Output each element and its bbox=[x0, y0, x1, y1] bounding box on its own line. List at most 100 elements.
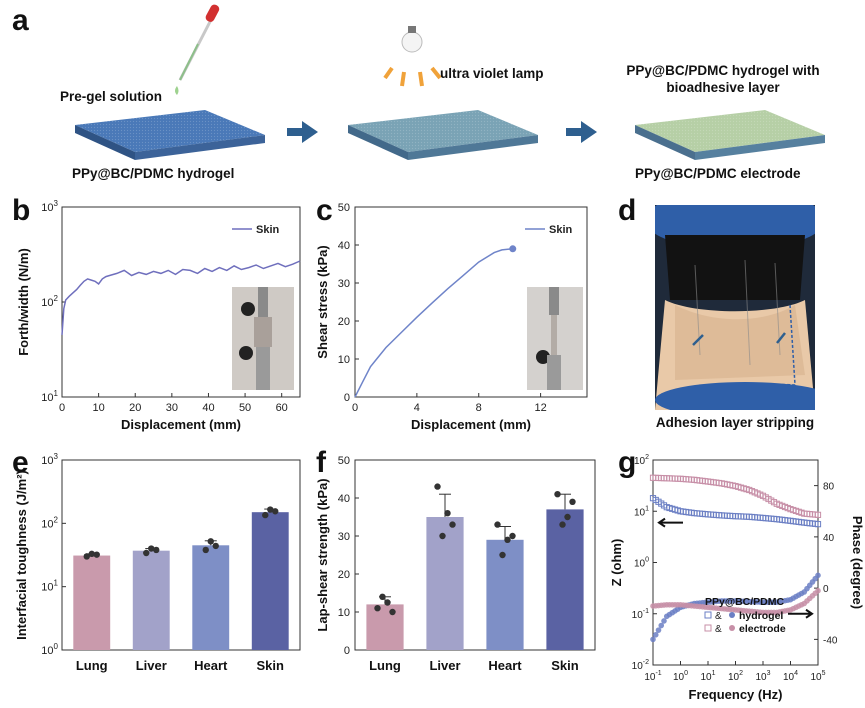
y-tick-label: 100 bbox=[41, 642, 58, 657]
data-point bbox=[504, 536, 511, 543]
plot-frame bbox=[61, 459, 301, 651]
y-tick-label-exp: -2 bbox=[643, 659, 649, 666]
x-tick-label: 0 bbox=[352, 402, 358, 414]
arrow-right-icon bbox=[788, 608, 814, 619]
panel-d-caption: Adhesion layer stripping bbox=[655, 415, 815, 430]
panel-letter-f: f bbox=[316, 446, 326, 479]
y-tick-label-base: 10 bbox=[41, 582, 53, 594]
data-point bbox=[207, 538, 214, 545]
series-end-point bbox=[509, 245, 517, 253]
x-tick-label-base: 10 bbox=[728, 672, 740, 683]
y-tick-label-base: 10 bbox=[41, 518, 53, 530]
legend-swatch-circle bbox=[729, 625, 735, 631]
y-tick-label-base: 10 bbox=[41, 392, 53, 404]
y-tick-label: 50 bbox=[338, 455, 350, 467]
data-point bbox=[202, 546, 209, 554]
legend-joiner: & bbox=[715, 611, 722, 622]
panel-letter-e: e bbox=[12, 446, 29, 479]
y-tick-label: 103 bbox=[41, 199, 58, 214]
data-point bbox=[554, 491, 561, 498]
marker-hydrogel-phase bbox=[655, 627, 662, 633]
legend-label: Skin bbox=[256, 224, 280, 236]
adhesion-photo-image bbox=[655, 205, 815, 410]
y-tick-label: 103 bbox=[41, 452, 58, 467]
y-tick-label-base: 10 bbox=[632, 661, 644, 672]
x-tick-label-base: 10 bbox=[810, 672, 822, 683]
legend-swatch-square bbox=[704, 624, 712, 632]
marker-hydrogel-phase bbox=[815, 572, 821, 579]
pointer-arrow-icon bbox=[776, 332, 786, 344]
y-axis-label: Z (ohm) bbox=[609, 539, 624, 587]
data-point bbox=[439, 532, 446, 540]
y-axis-label: Lap-shear strength (kPa) bbox=[315, 478, 330, 631]
x-tick-label: 100 bbox=[673, 670, 688, 683]
y-tick-label-base: 10 bbox=[634, 507, 646, 518]
data-point bbox=[389, 608, 396, 616]
y-tick-label-base: 10 bbox=[634, 559, 646, 570]
data-point bbox=[93, 551, 100, 558]
y-tick-label: 10 bbox=[338, 354, 350, 366]
y-right-axis-label: Phase (degree) bbox=[850, 516, 865, 609]
adhesion-stripping-photo bbox=[655, 205, 815, 410]
x-tick-label: 103 bbox=[755, 670, 770, 683]
x-tick-label-base: 10 bbox=[644, 672, 656, 683]
y-tick-label-base: 10 bbox=[41, 297, 53, 309]
y-tick-label: 101 bbox=[41, 389, 58, 404]
slab-hydrogel bbox=[75, 110, 265, 160]
x-tick-label-exp: 4 bbox=[794, 670, 798, 677]
step3-label-line1: PPy@BC/PDMC hydrogel with bbox=[626, 63, 820, 78]
x-axis-label: Frequency (Hz) bbox=[689, 687, 783, 702]
y-tick-label-exp: 3 bbox=[54, 199, 59, 208]
marker-hydrogel-phase bbox=[652, 631, 659, 638]
step2-label: ultra violet lamp bbox=[440, 66, 544, 81]
y-tick-label: 102 bbox=[41, 294, 58, 309]
y-tick-label: 20 bbox=[338, 316, 350, 328]
marker-electrode-phase bbox=[815, 587, 821, 594]
bar-heart bbox=[192, 545, 230, 650]
y-tick-label-exp: 0 bbox=[645, 557, 649, 564]
x-category-label: Heart bbox=[194, 658, 228, 673]
y-tick-label: 30 bbox=[338, 278, 350, 290]
x-tick-label: 0 bbox=[59, 402, 65, 414]
panel-letter-g: g bbox=[618, 446, 637, 479]
x-tick-label: 101 bbox=[700, 670, 715, 683]
y-tick-label: 10 bbox=[338, 607, 350, 619]
y-tick-label-base: 10 bbox=[632, 610, 644, 621]
x-tick-label-base: 10 bbox=[673, 672, 685, 683]
y-tick-label: 40 bbox=[338, 493, 350, 505]
data-point bbox=[444, 510, 451, 517]
y-axis-label: Forth/width (N/m) bbox=[16, 248, 31, 356]
data-point bbox=[148, 545, 155, 552]
x-category-label: Skin bbox=[551, 658, 579, 673]
dropper-icon bbox=[178, 4, 220, 81]
plot-frame bbox=[354, 206, 588, 398]
shear-grip-image bbox=[527, 287, 583, 390]
marker-hydrogel-z bbox=[814, 521, 822, 528]
y-tick-label: 102 bbox=[634, 454, 649, 467]
y-right-tick-label: 0 bbox=[823, 584, 829, 595]
y-tick-label-exp: 2 bbox=[54, 294, 59, 303]
x-tick-label: 50 bbox=[239, 402, 251, 414]
data-point bbox=[379, 593, 386, 600]
y-tick-label: 40 bbox=[338, 240, 350, 252]
data-point bbox=[267, 506, 274, 513]
marker-hydrogel-phase bbox=[661, 618, 667, 624]
y-tick-label: 101 bbox=[634, 505, 649, 518]
x-category-label: Skin bbox=[257, 658, 285, 673]
y-tick-label-base: 10 bbox=[41, 645, 53, 657]
y-right-tick-label: 40 bbox=[823, 533, 835, 544]
x-tick-label-exp: 5 bbox=[822, 670, 826, 677]
y-axis-label: Shear stress (kPa) bbox=[315, 245, 330, 358]
y-axis-label: Interfacial toughness (J/m²) bbox=[14, 470, 29, 640]
x-tick-label-exp: 2 bbox=[739, 670, 743, 677]
x-category-label: Lung bbox=[76, 658, 108, 673]
x-tick-label-exp: -1 bbox=[655, 670, 661, 677]
arrow-left-icon bbox=[657, 517, 683, 528]
y-tick-label-exp: 3 bbox=[54, 452, 59, 461]
marker-electrode-z bbox=[814, 511, 822, 518]
tensile-grip-image bbox=[232, 287, 294, 390]
y-tick-label: 102 bbox=[41, 515, 58, 530]
data-point bbox=[88, 550, 95, 558]
